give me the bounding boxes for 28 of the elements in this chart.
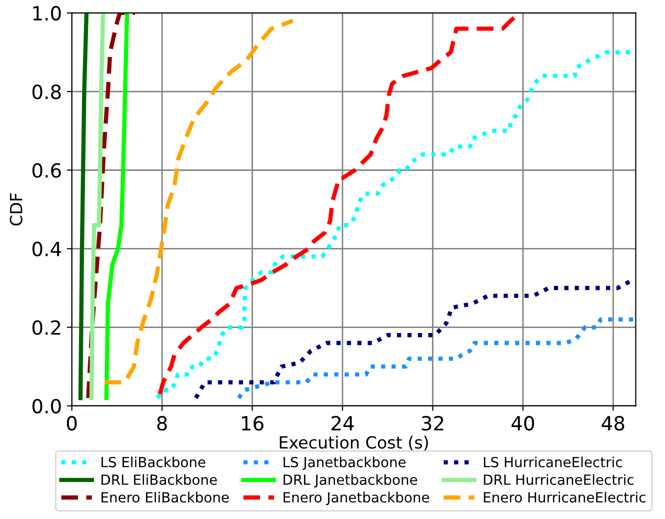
legend-label: DRL EliBackbone: [102, 474, 217, 485]
x-tick-label: 32: [422, 416, 444, 431]
legend-label: DRL Janetbackbone: [284, 474, 418, 488]
y-tick-label: 0.6: [32, 163, 61, 178]
legend-label: LS Janetbackbone: [284, 456, 406, 470]
y-tick-label: 0.0: [32, 398, 61, 414]
x-tick-label: 8: [157, 416, 167, 431]
y-tick-label: 1.0: [33, 6, 61, 21]
line-series: [78, 12, 89, 400]
legend-label: LS EliBackbone: [102, 456, 206, 468]
y-tick-label: 0.8: [32, 84, 61, 100]
y-axis-title: CDF: [10, 193, 22, 226]
legend-label: Enero Janetbackbone: [284, 492, 430, 506]
x-tick-label: 16: [242, 416, 264, 431]
y-tick-label: 0.2: [32, 320, 60, 335]
line-series: [89, 12, 106, 400]
legend-label: DRL HurricaneElectric: [484, 474, 634, 485]
line-series: [104, 12, 130, 400]
x-tick-label: 0: [66, 416, 77, 431]
legend-label: LS HurricaneElectric: [484, 456, 622, 468]
y-tick-label: 0.4: [32, 242, 62, 256]
legend-label: Enero HurricaneElectric: [484, 492, 646, 503]
x-tick-label: 40: [512, 416, 534, 431]
x-axis-title: Execution Cost (s): [280, 436, 428, 451]
x-tick-label: 48: [602, 416, 624, 431]
line-series: [236, 317, 636, 400]
x-tick-label: 24: [332, 416, 354, 430]
legend-label: Enero EliBackbone: [102, 492, 229, 503]
